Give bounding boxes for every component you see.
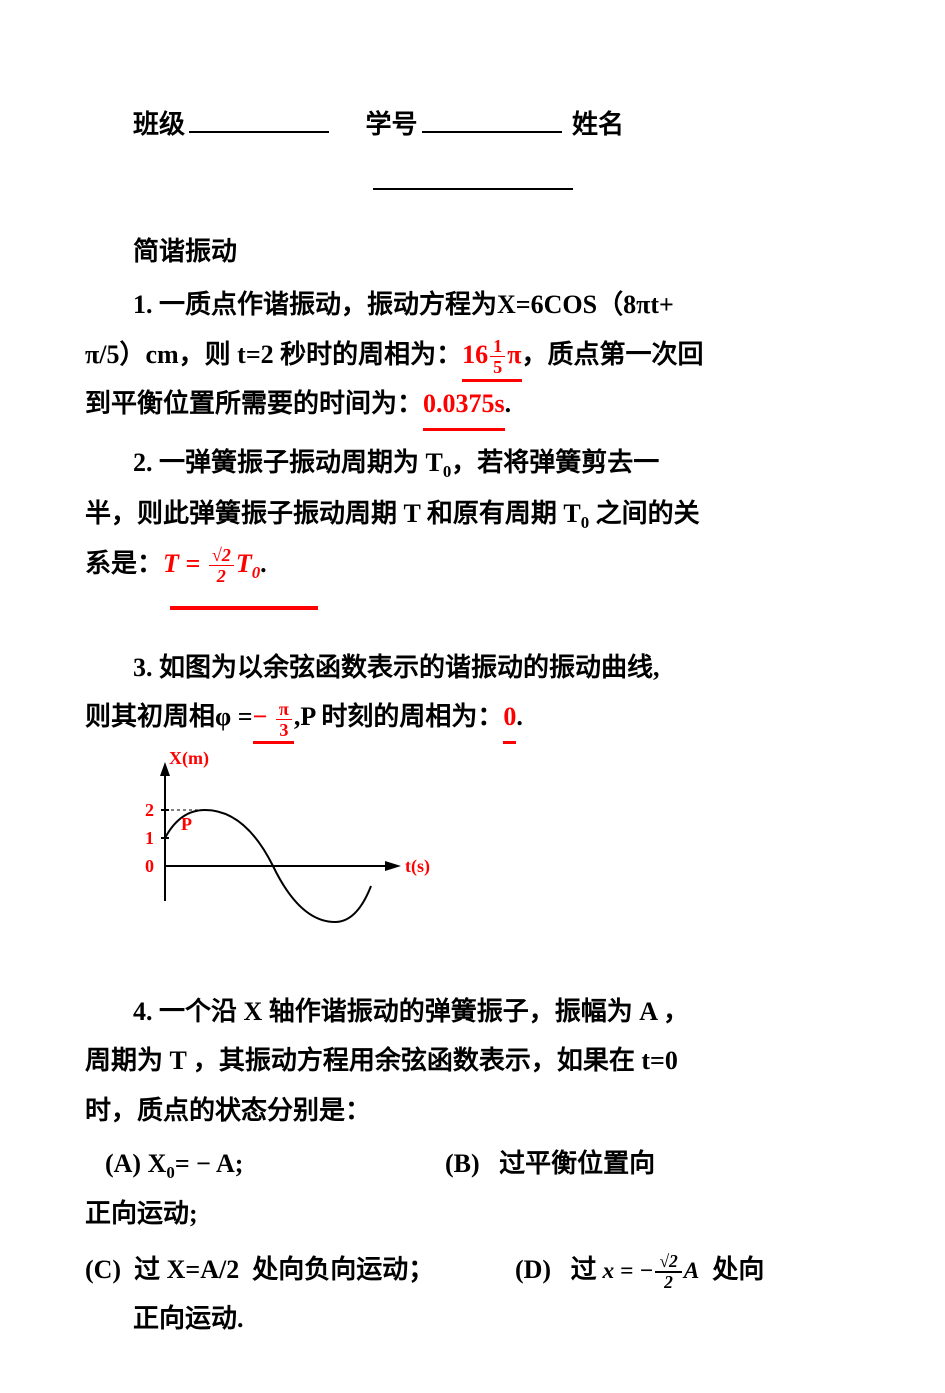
q2-num: 2. [133,448,153,477]
section-title: 简谐振动 [85,227,860,276]
ytick-1: 1 [145,828,154,848]
q4-opt-b-cont: 正向运动; [85,1189,860,1238]
q3-answer-2: 0 [503,702,516,731]
x-axis-arrow [385,861,401,871]
question-4: 4. 一个沿 X 轴作谐振动的弹簧振子，振幅为 A ， 周期为 T ，其振动方程… [85,987,860,1135]
q3-answer-1: − π3 [253,702,294,731]
q1-answer-2: 0.0375s [423,389,505,418]
question-3: 3. 如图为以余弦函数表示的谐振动的振动曲线, 则其初周相φ =− π3,P 时… [85,643,860,742]
q4-opt-d: (D) 过 x = −√22A 处向 [515,1245,860,1294]
ytick-0: 0 [145,856,154,876]
q4-opt-c: (C) 过 X=A/2 处向负向运动； [85,1245,515,1294]
class-label: 班级 [133,110,185,139]
q2-underline [170,606,318,610]
q3-num: 3. [133,653,153,682]
chart-ylabel: X(m) [169,748,209,769]
q4-opt-d-cont: 正向运动. [85,1294,860,1343]
q4-opt-a: (A) X0= − A; [85,1139,445,1189]
class-blank[interactable] [189,107,329,133]
q1-num: 1. [133,290,153,319]
oscillation-chart: X(m) t(s) 2 1 0 P [125,746,860,962]
chart-xlabel: t(s) [405,856,430,877]
name-blank[interactable] [373,164,573,190]
q2-answer: T = √22T0 [163,549,260,578]
q4-num: 4. [133,997,153,1026]
header-line-2 [85,157,860,206]
ytick-2: 2 [145,800,154,820]
q4-options: (A) X0= − A; (B) 过平衡位置向 正向运动; (C) 过 X=A/… [85,1139,860,1343]
chart-svg: X(m) t(s) 2 1 0 P [125,746,435,946]
point-P-label: P [181,814,192,834]
q1-answer-1: 1615π [462,340,521,369]
header-line-1: 班级 学号 姓名 [85,100,860,149]
q1-text-a: 一质点作谐振动，振动方程为 [153,290,498,319]
number-label: 学号 [366,110,418,139]
number-blank[interactable] [422,107,562,133]
question-1: 1. 一质点作谐振动，振动方程为X=6COS（8πt+ π/5）cm，则 t=2… [85,280,860,428]
name-label: 姓名 [572,110,624,139]
q4-opt-b: (B) 过平衡位置向 [445,1139,860,1189]
question-2: 2. 一弹簧振子振动周期为 T0，若将弹簧剪去一 半，则此弹簧振子振动周期 T … [85,438,860,589]
